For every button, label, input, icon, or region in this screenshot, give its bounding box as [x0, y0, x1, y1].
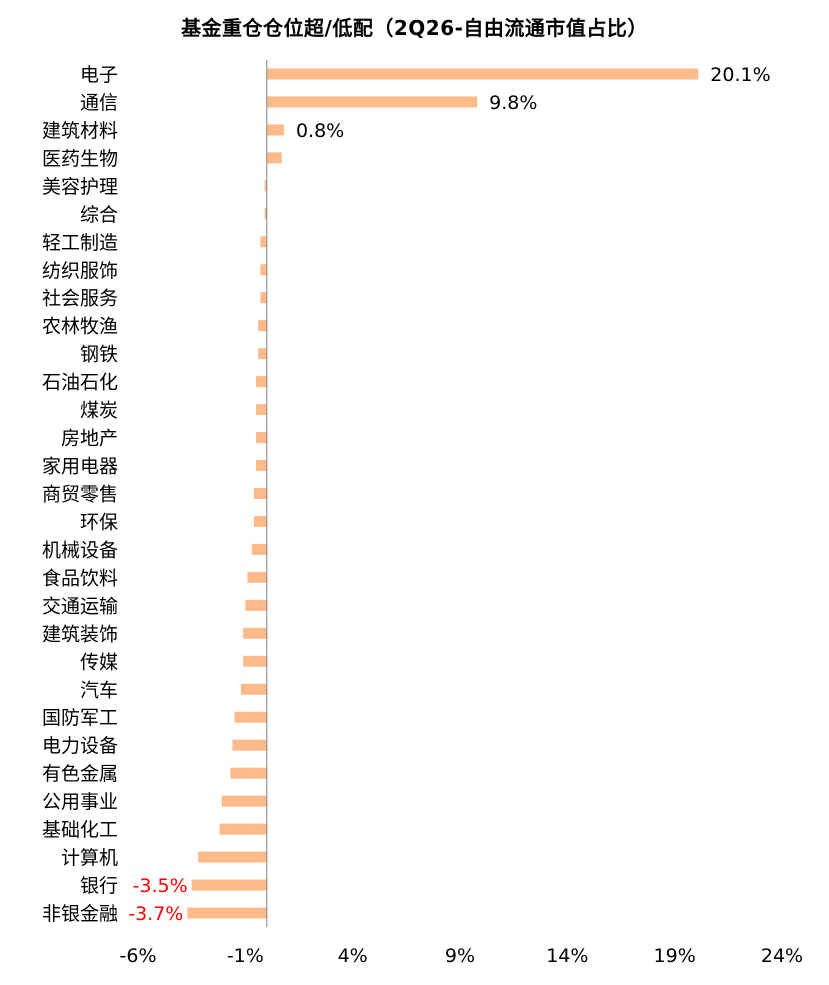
category-label: 钢铁 — [80, 344, 118, 366]
category-label: 综合 — [80, 204, 118, 226]
category-label: 银行 — [80, 875, 118, 897]
data-label: -3.5% — [133, 875, 188, 897]
bar-综合 — [264, 208, 267, 220]
category-label: 汽车 — [80, 679, 118, 701]
category-label: 通信 — [80, 92, 118, 114]
bar-交通运输 — [245, 599, 267, 611]
bar-医药生物 — [266, 152, 282, 164]
bar-有色金属 — [230, 767, 267, 779]
x-tick-label: 19% — [654, 945, 696, 967]
category-label: 电子 — [80, 64, 118, 86]
category-label: 轻工制造 — [42, 232, 118, 254]
bar-非银金融 — [187, 907, 267, 919]
x-tick-label: -1% — [227, 945, 264, 967]
category-label: 计算机 — [61, 847, 118, 869]
bar-电子 — [266, 68, 699, 80]
category-label: 建筑装饰 — [42, 623, 118, 645]
category-label: 国防军工 — [42, 707, 118, 729]
x-tick-label: 4% — [338, 945, 368, 967]
bar-汽车 — [241, 683, 267, 695]
bar-通信 — [266, 96, 478, 108]
category-label: 公用事业 — [42, 791, 118, 813]
bar-钢铁 — [258, 348, 267, 360]
bar-社会服务 — [260, 292, 267, 304]
bar-建筑装饰 — [243, 627, 267, 639]
category-label: 石油石化 — [42, 372, 118, 394]
bar-电力设备 — [232, 739, 267, 751]
category-label: 煤炭 — [80, 400, 118, 422]
category-label: 商贸零售 — [42, 484, 118, 506]
category-label: 机械设备 — [42, 539, 118, 561]
bar-美容护理 — [264, 180, 267, 192]
data-label: 9.8% — [489, 92, 537, 114]
category-label: 纺织服饰 — [42, 260, 118, 282]
data-label: -3.7% — [128, 903, 183, 925]
bar-石油石化 — [256, 376, 267, 388]
x-tick-label: 14% — [546, 945, 588, 967]
category-label: 家用电器 — [42, 456, 118, 478]
category-label: 美容护理 — [42, 176, 118, 198]
category-label: 基础化工 — [42, 819, 118, 841]
category-label: 食品饮料 — [42, 567, 118, 589]
category-label: 传媒 — [80, 651, 118, 673]
bar-轻工制造 — [260, 236, 267, 248]
bar-商贸零售 — [253, 488, 267, 499]
bar-国防军工 — [234, 711, 267, 723]
category-label: 建筑材料 — [42, 120, 118, 142]
bar-煤炭 — [256, 404, 267, 416]
bar-纺织服饰 — [260, 264, 267, 276]
x-tick-label: 24% — [761, 945, 803, 967]
bar-计算机 — [198, 851, 267, 863]
category-label: 社会服务 — [42, 288, 118, 310]
x-tick-label: 9% — [445, 945, 475, 967]
category-label: 环保 — [80, 511, 118, 533]
bar-传媒 — [243, 655, 267, 667]
x-tick-label: -6% — [120, 945, 157, 967]
bar-农林牧渔 — [258, 320, 267, 332]
bar-基础化工 — [219, 823, 267, 835]
category-label: 交通运输 — [42, 595, 118, 617]
bar-公用事业 — [221, 795, 267, 807]
bar-食品饮料 — [247, 571, 267, 583]
bar-机械设备 — [251, 543, 267, 555]
chart-title: 基金重仓仓位超/低配（2Q26-自由流通市值占比） — [181, 16, 648, 40]
category-label: 医药生物 — [42, 148, 118, 170]
category-label: 电力设备 — [42, 735, 118, 757]
bar-房地产 — [256, 432, 267, 444]
data-label: 20.1% — [710, 64, 770, 86]
bar-银行 — [191, 879, 267, 891]
category-label: 农林牧渔 — [42, 316, 118, 338]
category-label: 房地产 — [61, 428, 118, 450]
bar-环保 — [253, 515, 267, 527]
category-label: 有色金属 — [42, 763, 118, 785]
category-label: 非银金融 — [42, 903, 118, 925]
bar-建筑材料 — [266, 124, 284, 136]
data-label: 0.8% — [296, 120, 344, 142]
bar-家用电器 — [256, 460, 267, 472]
